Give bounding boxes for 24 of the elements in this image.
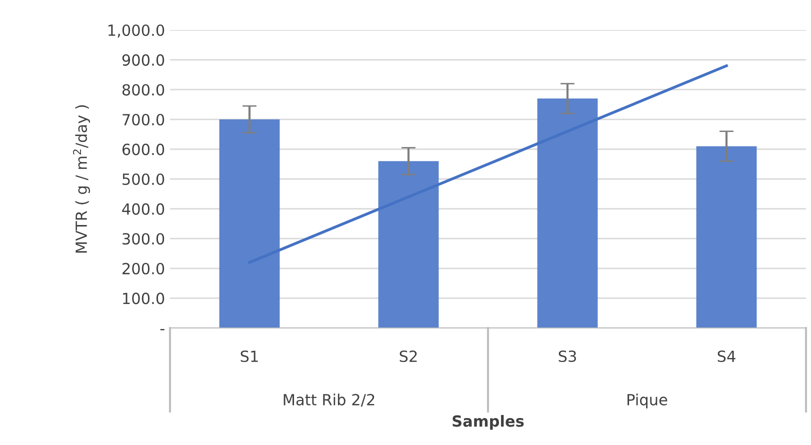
- y-tick-label: 800.0: [122, 84, 164, 96]
- bar: [378, 161, 439, 328]
- x-tick-label: S2: [400, 350, 417, 362]
- bar: [219, 119, 280, 328]
- y-tick-label: 100.0: [123, 292, 164, 304]
- x-tick-label: S4: [718, 350, 736, 362]
- y-tick-label: 1,000.0: [108, 24, 164, 38]
- y-axis-title: MVTR ( g / m$^{2}$/day ): [73, 105, 90, 253]
- x-tick-label: S3: [558, 350, 576, 362]
- y-tick-label: 200.0: [122, 262, 164, 274]
- line-series: [248, 64, 728, 264]
- text: Matt Rib 2/2: [284, 394, 374, 407]
- bar: [696, 146, 757, 328]
- y-tick-label: 900.0: [122, 54, 164, 66]
- x-axis-title: Samples: [452, 415, 524, 430]
- y-tick-label: -: [160, 329, 164, 330]
- y-tick-label: 700.0: [122, 114, 164, 126]
- y-tick-label: 300.0: [122, 233, 164, 245]
- y-tick-label: 600.0: [122, 144, 164, 156]
- y-tick-label: 500.0: [122, 173, 164, 186]
- x-tick-label: S1: [240, 350, 258, 362]
- y-tick-label: 400.0: [122, 203, 164, 215]
- text: Pique: [628, 394, 668, 408]
- bar: [537, 98, 598, 328]
